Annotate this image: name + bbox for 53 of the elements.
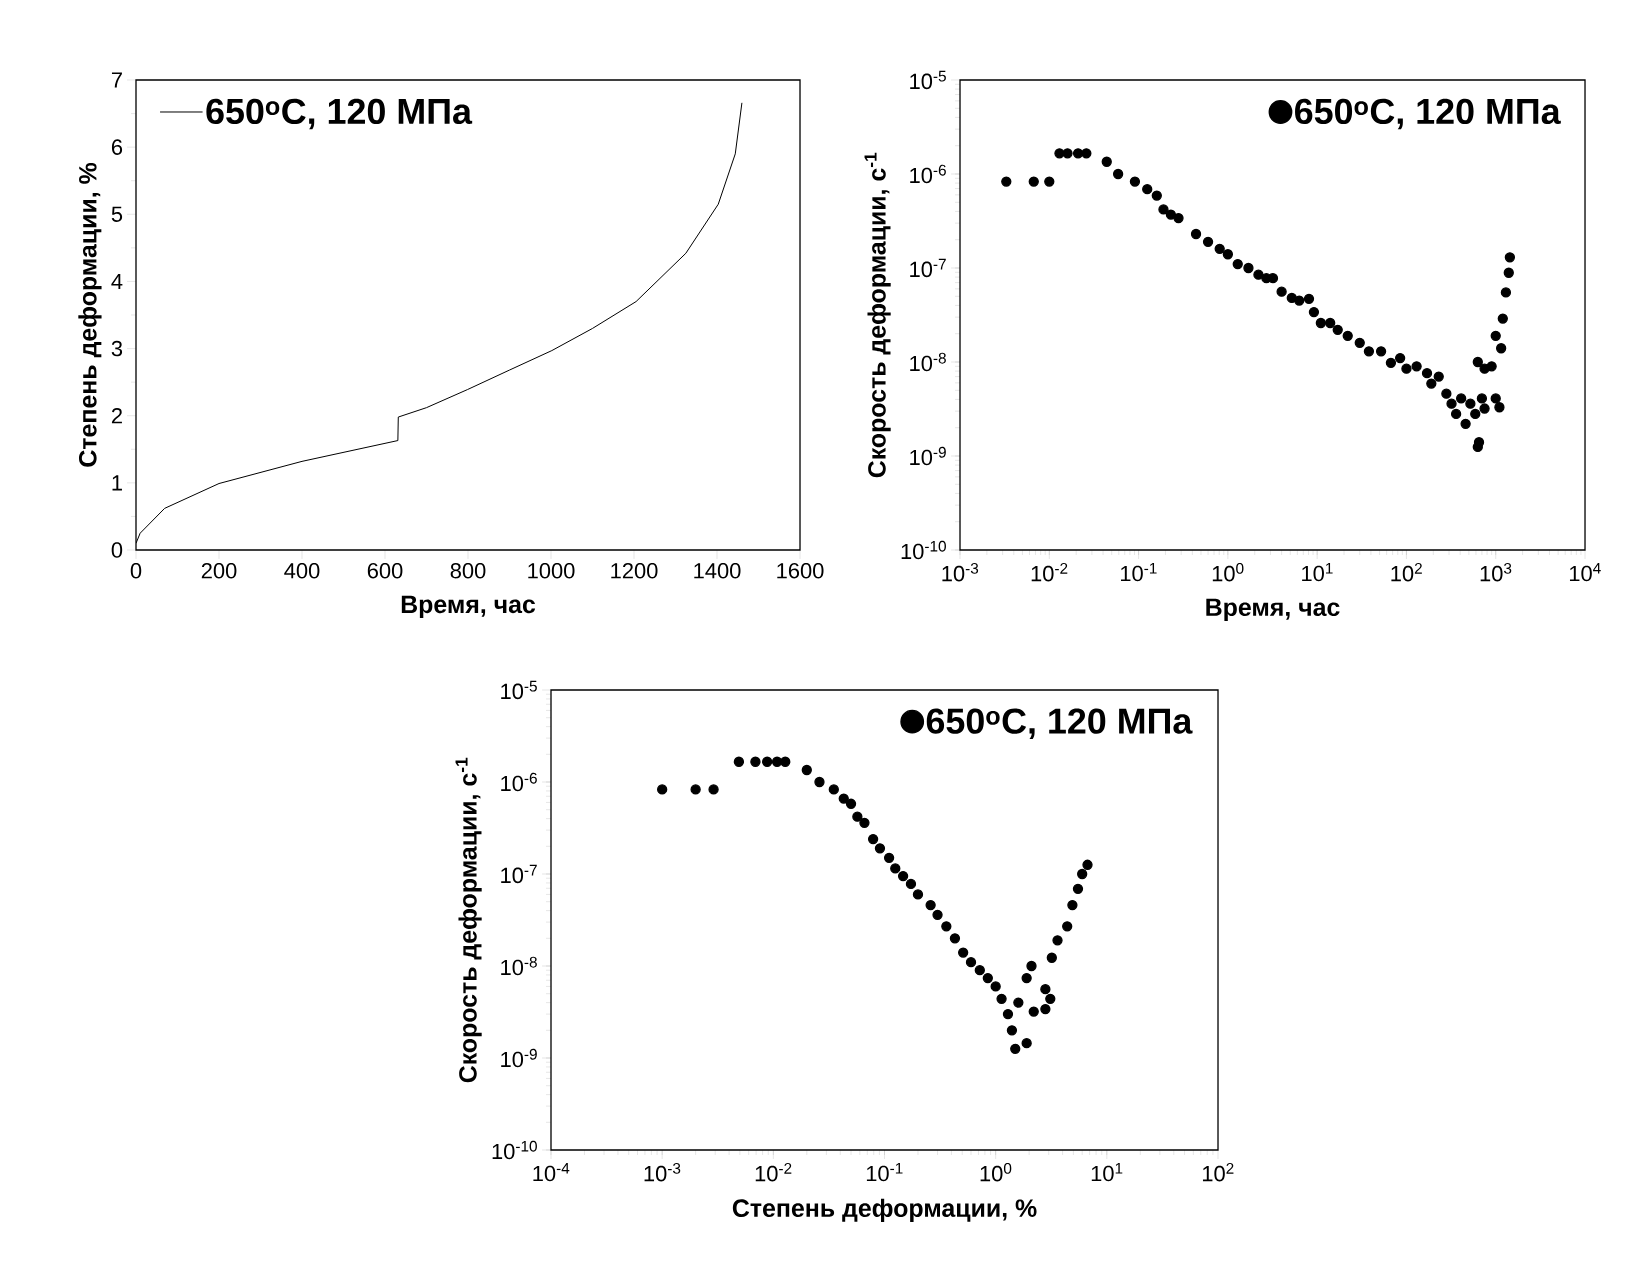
x-tick-label: 10$^{1}$ xyxy=(1091,1162,1123,1182)
x-tick-label: 10$^{-1}$ xyxy=(866,1162,903,1182)
y-tick-label: 7 xyxy=(111,72,122,88)
legend-label: 650$^{o}$C, 120 МПа xyxy=(206,98,473,130)
x-axis-title: Время, час xyxy=(1206,598,1340,621)
x-tick-label: 10$^{4}$ xyxy=(1569,562,1601,582)
y-tick-label: 10$^{-5}$ xyxy=(501,680,537,700)
y-tick-label: 1 xyxy=(112,475,122,491)
y-tick-label: 10$^{-6}$ xyxy=(910,164,946,184)
y-axis-title: Скорость деформации, с$^{-1}$ xyxy=(864,152,891,478)
y-tick-label: 10$^{-8}$ xyxy=(910,352,946,372)
legend-label: 650$^{o}$C, 120 МПа xyxy=(1295,98,1561,130)
y-tick-label: 4 xyxy=(111,273,123,289)
y-tick-label: 3 xyxy=(111,340,123,357)
x-tick-label: 10$^{1}$ xyxy=(1302,562,1333,582)
x-tick-label: 0 xyxy=(130,562,142,579)
legend-label: 650$^{o}$C, 120 МПа xyxy=(926,708,1193,740)
x-axis-title: Время, час xyxy=(401,595,536,619)
y-axis-title: Скорость деформации, с$^{-1}$ xyxy=(455,757,482,1083)
y-tick-label: 6 xyxy=(111,139,123,155)
y-axis-title: Степень деформации, % xyxy=(78,162,102,467)
y-tick-label: 10$^{-10}$ xyxy=(901,540,946,560)
x-tick-label: 10$^{2}$ xyxy=(1391,562,1422,582)
x-tick-label: 200 xyxy=(201,562,237,579)
x-tick-label: 1200 xyxy=(611,562,658,579)
x-tick-label: 1000 xyxy=(528,562,575,579)
y-tick-label: 2 xyxy=(111,408,122,424)
x-axis-title: Степень деформации, % xyxy=(732,1198,1037,1222)
y-tick-label: 10$^{-5}$ xyxy=(910,70,946,90)
x-tick-label: 1400 xyxy=(694,562,741,579)
x-tick-label: 10$^{2}$ xyxy=(1202,1162,1234,1182)
y-tick-label: 0 xyxy=(111,542,123,558)
x-tick-label: 10$^{0}$ xyxy=(980,1162,1012,1182)
y-tick-label: 10$^{-6}$ xyxy=(501,772,537,792)
x-tick-label: 10$^{-3}$ xyxy=(942,562,979,582)
y-tick-label: 10$^{-7}$ xyxy=(501,864,537,884)
x-tick-label: 10$^{-4}$ xyxy=(533,1162,570,1182)
x-tick-label: 10$^{-1}$ xyxy=(1120,562,1157,582)
x-tick-label: 10$^{-2}$ xyxy=(1031,562,1068,582)
y-tick-label: 10$^{-7}$ xyxy=(910,258,946,278)
x-tick-label: 10$^{-3}$ xyxy=(644,1162,681,1182)
x-tick-label: 1600 xyxy=(777,562,824,579)
x-tick-label: 400 xyxy=(284,562,320,579)
y-tick-label: 5 xyxy=(111,206,123,222)
x-tick-label: 10$^{0}$ xyxy=(1212,562,1244,582)
x-tick-label: 800 xyxy=(450,562,486,579)
x-tick-label: 600 xyxy=(367,562,403,579)
y-tick-label: 10$^{-10}$ xyxy=(492,1140,537,1160)
y-tick-label: 10$^{-9}$ xyxy=(910,446,946,466)
x-tick-label: 10$^{-2}$ xyxy=(755,1162,792,1182)
y-tick-label: 10$^{-8}$ xyxy=(501,956,537,976)
x-tick-label: 10$^{3}$ xyxy=(1480,562,1512,582)
y-tick-label: 10$^{-9}$ xyxy=(501,1048,537,1068)
